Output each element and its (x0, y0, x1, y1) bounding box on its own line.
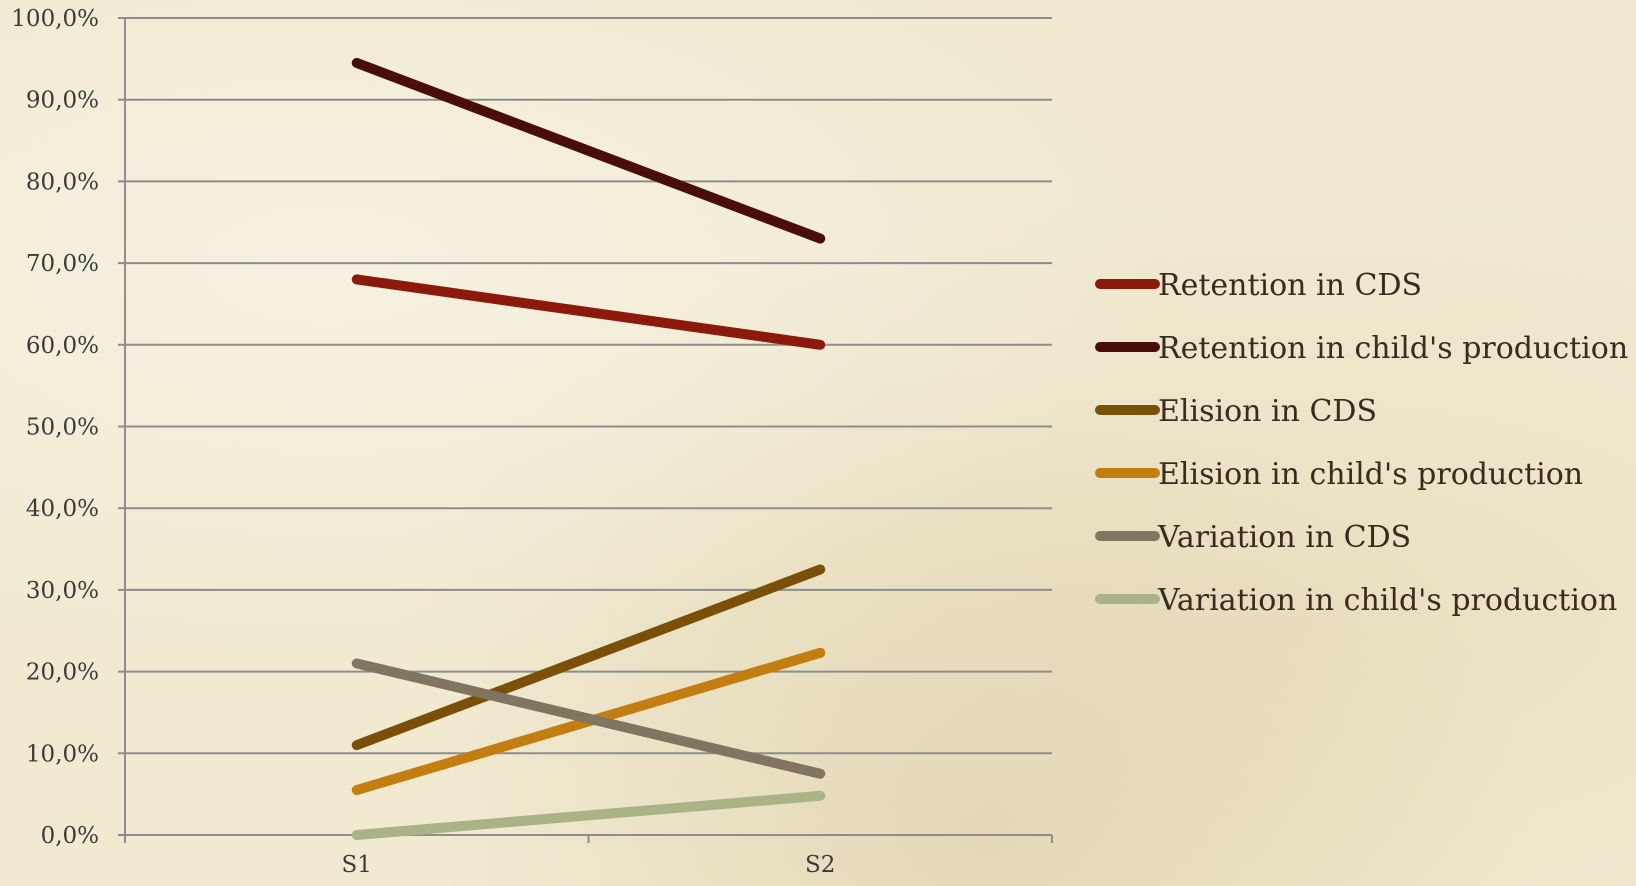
series-line-4 (351, 658, 826, 779)
y-tick-label: 50,0% (26, 415, 99, 441)
y-tick-label: 20,0% (26, 660, 99, 686)
legend-label: Variation in child's production (1157, 583, 1617, 618)
x-tick-label: S2 (805, 852, 835, 878)
series-lines (351, 57, 826, 840)
x-tick-label: S1 (342, 852, 372, 878)
legend-label: Retention in child's production (1158, 331, 1628, 366)
legend-label: Elision in child's production (1158, 457, 1583, 492)
gridlines (125, 17, 1052, 836)
legend-label: Elision in CDS (1158, 394, 1377, 429)
series-line-1 (351, 57, 826, 244)
y-tick-label: 30,0% (26, 578, 99, 604)
x-axis: S1 S2 (124, 834, 1053, 878)
y-tick-label: 0,0% (41, 823, 99, 849)
y-tick-label: 60,0% (26, 333, 99, 359)
series-line-0 (351, 274, 826, 350)
legend-label: Variation in CDS (1157, 520, 1411, 555)
series-line-5 (351, 790, 826, 840)
y-tick-label: 80,0% (26, 169, 99, 195)
y-tick-label: 70,0% (26, 251, 99, 277)
y-tick-label: 40,0% (26, 496, 99, 522)
legend-label: Retention in CDS (1158, 268, 1422, 303)
series-line-2 (351, 564, 826, 751)
y-axis: 0,0% 10,0% 20,0% 30,0% 40,0% 50,0% 60,0% 70,0% 8… (11, 6, 126, 849)
y-tick-label: 90,0% (26, 88, 99, 114)
legend: Retention in CDS Retention in child's pro… (1095, 268, 1628, 618)
y-tick-label: 100,0% (11, 6, 99, 32)
y-tick-label: 10,0% (26, 741, 99, 767)
